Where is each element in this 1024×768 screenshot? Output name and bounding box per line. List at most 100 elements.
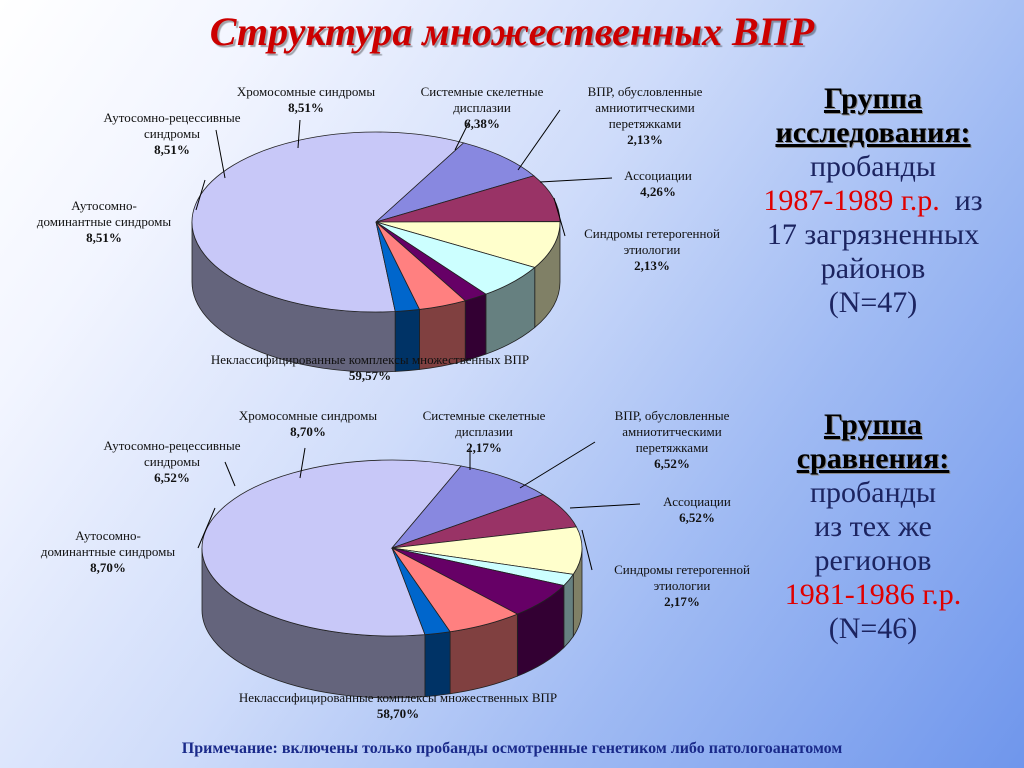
leader-line-6: [569, 503, 641, 509]
leader-line-4: [454, 119, 471, 151]
study-group-line-1: пробанды: [809, 150, 937, 183]
slice-value-label: 6,52%: [679, 510, 715, 525]
slice-label-1-5: ВПР, обусловленные амниотитческими перетяж…: [587, 408, 757, 472]
study-group-from: из: [954, 184, 983, 217]
slice-label-1-6: Ассоциации 6,52%: [627, 494, 767, 526]
slice-label-text: этиологии: [653, 578, 711, 593]
slice-label-text: Ассоциации: [663, 494, 731, 509]
slice-label-0-7: Синдромы гетерогенной этиологии 2,13%: [567, 226, 737, 274]
slice-label-text: амниотитческими: [622, 424, 722, 439]
slice-value-label: 8,51%: [288, 100, 324, 115]
pie-slice-2: [375, 175, 561, 223]
comparison-group-line-2: из тех же: [814, 510, 932, 543]
slice-label-text: дисплазии: [453, 100, 511, 115]
slice-label-text: Синдромы гетерогенной: [614, 562, 750, 577]
slice-label-text: доминантные синдромы: [40, 544, 176, 559]
slice-label-text: ВПР, обусловленные: [614, 408, 730, 423]
pie-chart-comparison-group: [197, 441, 641, 699]
slice-label-text: Ассоциации: [624, 168, 692, 183]
comparison-group-panel: Группа сравнения: пробанды из тех же рег…: [742, 408, 1004, 646]
slice-label-0-4: Системные скелетные дисплазии 6,38%: [392, 84, 572, 132]
pie-slice-7: [391, 547, 451, 636]
leader-line-1: [197, 507, 216, 549]
slice-value-label: 2,13%: [634, 258, 670, 273]
slice-value-label: 2,13%: [627, 132, 663, 147]
slice-label-text: амниотитческими: [595, 100, 695, 115]
study-group-panel: Группа исследования: пробанды 1987-1989 …: [742, 82, 1004, 320]
pie-slice-7: [375, 221, 421, 312]
pie-side-walls: [201, 547, 583, 699]
slice-label-1-1: Аутосомно-доминантные синдромы 8,70%: [18, 528, 198, 576]
study-group-heading-1: Группа: [823, 82, 923, 115]
pie-slice-0: [191, 131, 465, 313]
slide-title: Структура множественных ВПР: [209, 9, 815, 54]
slice-value-label: 4,26%: [640, 184, 676, 199]
leader-line-7: [553, 197, 566, 237]
slice-label-text: перетяжками: [635, 440, 709, 455]
slice-label-0-3: Хромосомные синдромы 8,51%: [216, 84, 396, 116]
slice-value-label: 6,52%: [654, 456, 690, 471]
slice-label-text: Аутосомно-рецессивные: [103, 110, 241, 125]
slice-label-text: доминантные синдромы: [36, 214, 172, 229]
slice-label-0-1: Аутосомно-доминантные синдромы 8,51%: [14, 198, 194, 246]
slice-label-0-6: Ассоциации 4,26%: [588, 168, 728, 200]
slice-label-1-2: Аутосомно-рецессивные синдромы 6,52%: [82, 438, 262, 486]
slice-value-label: 8,70%: [290, 424, 326, 439]
leader-line-1: [195, 179, 206, 211]
slice-value-label: 8,70%: [90, 560, 126, 575]
slice-label-text: Системные скелетные: [420, 84, 544, 99]
study-group-line-3: 17 загрязненных: [766, 218, 980, 251]
comparison-group-n: (N=46): [828, 612, 918, 645]
slice-label-1-7: Синдромы гетерогенной этиологии 2,17%: [592, 562, 772, 610]
slice-label-1-4: Системные скелетные дисплазии 2,17%: [394, 408, 574, 456]
comparison-group-line-3: регионов: [814, 544, 932, 577]
slice-label-text: ВПР, обусловленные: [587, 84, 703, 99]
study-group-years-line: 1987-1989 г.р. из: [742, 184, 1004, 218]
slice-value-label: 8,51%: [86, 230, 122, 245]
slice-label-text: Хромосомные синдромы: [236, 84, 376, 99]
leader-line-2: [224, 461, 236, 487]
slice-value-label: 59,57%: [348, 368, 392, 383]
slice-label-1-3: Хромосомные синдромы 8,70%: [218, 408, 398, 440]
pie-chart-study-group: [191, 109, 613, 373]
study-group-line-4: районов: [820, 252, 926, 285]
leader-line-3: [297, 119, 301, 149]
slice-label-text: Аутосомно-рецессивные: [103, 438, 241, 453]
pie-side-4: [563, 573, 574, 649]
leader-line-2: [215, 129, 226, 179]
slice-label-text: синдромы: [143, 126, 200, 141]
pie-slice-1: [390, 465, 544, 549]
slice-label-text: этиологии: [623, 242, 681, 257]
slice-label-1-0: Неклассифицированные комплексы множестве…: [178, 690, 618, 722]
comparison-group-years: 1981-1986 г.р.: [784, 578, 962, 611]
comparison-group-line-1: пробанды: [809, 476, 937, 509]
study-group-years: 1987-1989 г.р.: [763, 184, 940, 217]
slice-label-text: Синдромы гетерогенной: [584, 226, 720, 241]
study-group-heading-2: исследования:: [775, 116, 971, 149]
slice-label-text: синдромы: [143, 454, 200, 469]
slice-label-0-2: Аутосомно-рецессивные синдромы 8,51%: [82, 110, 262, 158]
slice-label-text: Неклассифицированные комплексы множестве…: [210, 352, 530, 367]
slice-label-text: перетяжками: [608, 116, 682, 131]
comparison-group-heading-2: сравнения:: [796, 442, 950, 475]
pie-slice-3: [391, 526, 583, 575]
slice-label-text: дисплазии: [455, 424, 513, 439]
slice-label-text: Аутосомно-: [71, 198, 137, 213]
leader-line-3: [299, 447, 306, 479]
pie-slice-1: [375, 142, 535, 223]
slice-label-text: Неклассифицированные комплексы множестве…: [238, 690, 558, 705]
slice-label-text: Системные скелетные: [422, 408, 546, 423]
slice-value-label: 8,51%: [154, 142, 190, 157]
slice-value-label: 6,52%: [154, 470, 190, 485]
slice-value-label: 2,17%: [466, 440, 502, 455]
pie-side-walls: [191, 221, 561, 373]
slice-label-0-0: Неклассифицированные комплексы множестве…: [160, 352, 580, 384]
study-group-n: (N=47): [828, 286, 918, 319]
leader-line-5: [517, 109, 561, 171]
slice-label-text: Хромосомные синдромы: [238, 408, 378, 423]
pie-slice-3: [375, 221, 561, 268]
pie-side-7: [424, 631, 451, 698]
slice-value-label: 2,17%: [664, 594, 700, 609]
footnote: Примечание: включены только пробанды осм…: [181, 740, 843, 757]
leader-line-5: [519, 441, 596, 489]
